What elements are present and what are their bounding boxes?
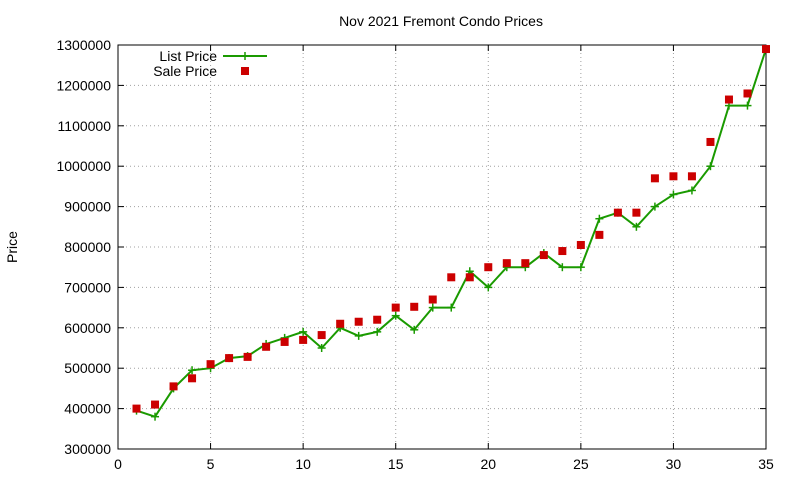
list-price-point bbox=[428, 303, 437, 312]
sale-price-point bbox=[724, 95, 733, 104]
sale-price-point bbox=[484, 263, 493, 272]
y-tick-label: 1300000 bbox=[56, 37, 111, 53]
series-sale-price bbox=[132, 45, 770, 413]
x-tick-label: 10 bbox=[295, 456, 311, 472]
sale-price-point bbox=[410, 302, 419, 311]
sale-price-point bbox=[317, 331, 326, 340]
legend-item: Sale Price bbox=[153, 63, 249, 79]
sale-price-point bbox=[706, 137, 715, 146]
list-price-point bbox=[151, 412, 160, 421]
x-tick-label: 20 bbox=[480, 456, 496, 472]
sale-price-point bbox=[447, 273, 456, 282]
x-tick-label: 0 bbox=[114, 456, 122, 472]
list-price-point bbox=[317, 344, 326, 352]
sale-price-point bbox=[225, 354, 234, 363]
y-tick-label: 300000 bbox=[64, 441, 111, 457]
y-tick-label: 1000000 bbox=[56, 158, 111, 174]
list-price-point bbox=[595, 214, 604, 223]
sale-price-point bbox=[262, 342, 271, 351]
list-price-point bbox=[706, 162, 715, 171]
x-tick-label: 35 bbox=[758, 456, 774, 472]
list-price-point bbox=[188, 366, 197, 375]
sale-price-point bbox=[243, 352, 252, 361]
x-tick-label: 25 bbox=[573, 456, 589, 472]
sale-price-point bbox=[373, 315, 382, 324]
sale-price-point bbox=[539, 251, 548, 260]
sale-price-point bbox=[743, 89, 752, 98]
series-list-price bbox=[132, 45, 770, 421]
sale-price-point bbox=[465, 273, 474, 282]
sale-price-point bbox=[428, 295, 437, 304]
sale-price-point bbox=[669, 172, 678, 181]
sale-price-point bbox=[391, 303, 400, 312]
sale-price-point bbox=[687, 172, 696, 181]
y-tick-label: 500000 bbox=[64, 360, 111, 376]
list-price-point bbox=[632, 222, 641, 231]
list-price-point bbox=[558, 263, 567, 272]
list-price-point bbox=[447, 303, 456, 312]
sale-price-point bbox=[595, 230, 604, 239]
y-tick-label: 1100000 bbox=[58, 118, 112, 134]
sale-price-point bbox=[576, 240, 585, 249]
sale-price-point bbox=[613, 208, 622, 217]
list-price-point bbox=[410, 325, 419, 334]
legend-plus-swatch bbox=[241, 52, 249, 60]
sale-price-point bbox=[280, 337, 289, 346]
sale-price-point bbox=[650, 174, 659, 183]
x-tick-label: 30 bbox=[666, 456, 682, 472]
sale-price-point bbox=[188, 374, 197, 383]
list-price-point bbox=[391, 311, 400, 320]
y-tick-label: 900000 bbox=[64, 199, 111, 215]
axes: 300000 400000 500000 600000 700000 800000 9000… bbox=[56, 37, 774, 472]
x-tick-label: 15 bbox=[388, 456, 404, 472]
y-tick-label: 400000 bbox=[64, 401, 111, 417]
sale-price-point bbox=[132, 404, 141, 413]
sale-price-point bbox=[521, 259, 530, 268]
list-price-point bbox=[373, 327, 382, 336]
sale-price-point bbox=[762, 45, 770, 54]
legend-square-swatch bbox=[241, 67, 249, 75]
sale-price-point bbox=[169, 382, 178, 391]
sale-price-point bbox=[151, 400, 160, 409]
chart-title: Nov 2021 Fremont Condo Prices bbox=[339, 13, 543, 29]
list-price-point bbox=[669, 190, 678, 199]
list-price-point bbox=[650, 202, 659, 211]
x-tick-label: 5 bbox=[207, 456, 215, 472]
list-price-point bbox=[354, 331, 363, 340]
y-tick-label: 600000 bbox=[64, 320, 111, 336]
sale-price-point bbox=[354, 317, 363, 326]
y-tick-label: 800000 bbox=[64, 239, 111, 255]
sale-price-point bbox=[632, 208, 641, 217]
sale-price-point bbox=[336, 319, 345, 328]
list-price-point bbox=[743, 101, 752, 110]
list-price-point bbox=[576, 263, 585, 272]
sale-price-point bbox=[558, 247, 567, 256]
y-axis-label: Price bbox=[4, 231, 20, 263]
y-tick-label: 700000 bbox=[64, 279, 111, 295]
sale-price-point bbox=[502, 259, 511, 268]
list-price-point bbox=[299, 327, 308, 336]
grid-lines bbox=[118, 45, 766, 449]
legend-label: List Price bbox=[159, 48, 217, 64]
list-price-point bbox=[687, 186, 696, 195]
y-tick-label: 1200000 bbox=[56, 77, 111, 93]
list-price-point bbox=[484, 283, 493, 292]
sale-price-point bbox=[206, 360, 215, 369]
legend-label: Sale Price bbox=[153, 63, 217, 79]
sale-price-point bbox=[299, 335, 308, 344]
legend-item: List Price bbox=[159, 48, 267, 64]
series bbox=[132, 45, 770, 421]
